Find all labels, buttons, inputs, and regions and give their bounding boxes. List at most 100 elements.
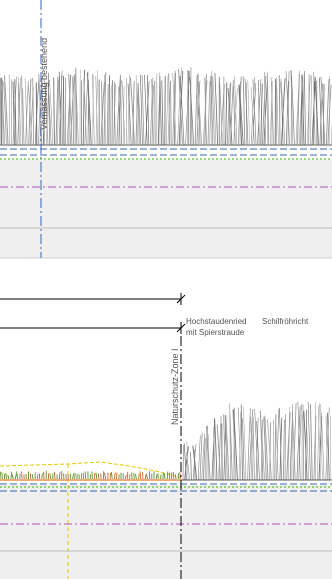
reed-stroke: [260, 83, 263, 146]
reed-stroke: [297, 73, 300, 146]
reed-stroke: [151, 78, 154, 146]
reed-stroke: [168, 73, 171, 146]
reed-stroke: [288, 406, 290, 481]
reed-stroke: [1, 81, 6, 146]
reed-stroke: [127, 83, 132, 146]
habitat-label-schilfroehricht: Schilfröhricht: [262, 317, 309, 326]
reed-stroke: [284, 414, 286, 481]
reed-stroke: [185, 452, 191, 481]
reed-stroke: [24, 78, 28, 146]
vegetation-stroke: [95, 472, 98, 480]
reed-stroke: [229, 414, 233, 481]
dimension-tick-2: [176, 322, 186, 334]
reed-stroke: [86, 72, 92, 146]
vegetation-stroke: [124, 474, 127, 480]
reed-stroke: [68, 74, 71, 146]
vegetation-stroke: [5, 473, 8, 480]
reed-stroke: [212, 76, 217, 146]
reed-stroke: [252, 83, 257, 146]
reed-stroke: [291, 410, 296, 481]
vegetation-stroke: [162, 472, 164, 480]
reed-stroke: [101, 81, 103, 146]
reed-stroke: [297, 401, 301, 481]
vegetation-stroke: [53, 471, 56, 480]
reed-stroke: [95, 76, 98, 146]
reed-stroke: [302, 404, 305, 481]
reed-stroke: [319, 404, 323, 481]
vegetation-stroke: [11, 474, 14, 480]
reed-stroke: [207, 81, 211, 146]
reed-stroke: [210, 75, 214, 146]
reed-stroke: [118, 86, 121, 146]
reed-stroke: [233, 88, 238, 146]
reed-stroke: [330, 121, 332, 146]
vegetation-stroke: [110, 472, 113, 480]
reed-stroke: [252, 79, 257, 146]
vegetation-stroke: [139, 471, 142, 480]
reed-stroke: [304, 71, 306, 146]
vegetation-stroke: [134, 474, 137, 480]
reed-stroke: [225, 415, 230, 481]
reed-stroke: [219, 81, 223, 146]
reed-stroke: [225, 82, 228, 146]
upper-ground-band: [0, 160, 332, 258]
upper-reed-field: [0, 67, 332, 146]
reed-stroke: [327, 84, 332, 146]
reed-stroke: [21, 75, 23, 146]
reed-stroke: [184, 446, 189, 481]
reed-stroke: [211, 73, 215, 146]
reed-stroke: [267, 419, 272, 481]
reed-stroke: [106, 83, 109, 146]
reed-stroke: [2, 79, 4, 146]
vegetation-stroke: [49, 473, 52, 480]
reed-stroke: [244, 78, 249, 146]
reed-stroke: [201, 433, 206, 481]
reed-stroke: [242, 76, 246, 146]
reed-stroke: [147, 75, 150, 146]
reed-stroke: [280, 78, 286, 146]
reed-stroke: [279, 407, 282, 481]
reed-stroke: [232, 85, 236, 146]
reed-stroke: [166, 75, 169, 146]
reed-stroke: [310, 75, 312, 146]
reed-stroke: [132, 81, 135, 146]
reed-stroke: [269, 422, 272, 481]
reed-stroke: [320, 76, 326, 146]
reed-stroke: [305, 414, 310, 481]
reed-stroke: [293, 403, 297, 481]
reed-stroke: [214, 72, 218, 146]
reed-stroke: [325, 415, 328, 481]
reed-stroke: [25, 81, 29, 146]
reed-stroke: [238, 84, 244, 146]
reed-stroke: [27, 82, 33, 146]
vegetation-stroke: [84, 471, 87, 480]
reed-stroke: [141, 75, 145, 146]
reed-stroke: [177, 67, 182, 146]
reed-stroke: [286, 412, 291, 481]
reed-stroke: [114, 81, 116, 146]
vegetation-stroke: [113, 472, 116, 480]
reed-stroke: [48, 82, 52, 146]
reed-stroke: [206, 425, 208, 481]
reed-stroke: [49, 79, 54, 146]
reed-stroke: [261, 75, 267, 146]
reed-stroke: [233, 409, 238, 481]
vegetation-stroke: [146, 473, 148, 480]
reed-stroke: [325, 407, 330, 481]
reed-stroke: [280, 81, 284, 146]
reed-stroke: [172, 70, 176, 146]
vegetation-stroke: [166, 471, 169, 480]
vegetation-stroke: [142, 472, 144, 480]
reed-stroke: [18, 76, 22, 146]
reed-stroke: [182, 445, 185, 481]
reed-stroke: [240, 404, 243, 481]
reed-stroke: [129, 77, 135, 146]
reed-stroke: [57, 80, 60, 146]
reed-stroke: [259, 410, 264, 481]
reed-stroke: [270, 77, 274, 146]
reed-stroke: [205, 425, 211, 481]
reed-stroke: [83, 78, 87, 146]
reed-stroke: [276, 77, 279, 146]
reed-stroke: [35, 82, 38, 146]
